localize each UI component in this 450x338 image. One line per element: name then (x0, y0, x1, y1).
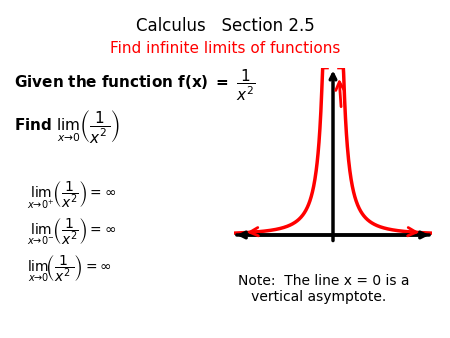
Text: $\lim_{x \to 0^-}\!\left(\dfrac{1}{x^2}\right) = \infty$: $\lim_{x \to 0^-}\!\left(\dfrac{1}{x^2}\… (27, 216, 116, 247)
Text: $\mathbf{Given\ the\ function\ f(x)\ =\ }$$\dfrac{1}{x^2}$: $\mathbf{Given\ the\ function\ f(x)\ =\ … (14, 68, 255, 103)
Text: $\mathbf{Find}\ \lim_{x \to 0}\left(\dfrac{1}{x^2}\right)$: $\mathbf{Find}\ \lim_{x \to 0}\left(\dfr… (14, 108, 120, 145)
Text: Note:  The line x = 0 is a
   vertical asymptote.: Note: The line x = 0 is a vertical asymp… (238, 274, 410, 304)
Text: $\lim_{x \to 0}\!\left(\dfrac{1}{x^2}\right) = \infty$: $\lim_{x \to 0}\!\left(\dfrac{1}{x^2}\ri… (27, 254, 112, 285)
Text: Calculus   Section 2.5: Calculus Section 2.5 (135, 17, 315, 35)
Text: Find infinite limits of functions: Find infinite limits of functions (110, 41, 340, 55)
Text: $\lim_{x \to 0^+}\!\left(\dfrac{1}{x^2}\right) = \infty$: $\lim_{x \to 0^+}\!\left(\dfrac{1}{x^2}\… (27, 179, 116, 211)
